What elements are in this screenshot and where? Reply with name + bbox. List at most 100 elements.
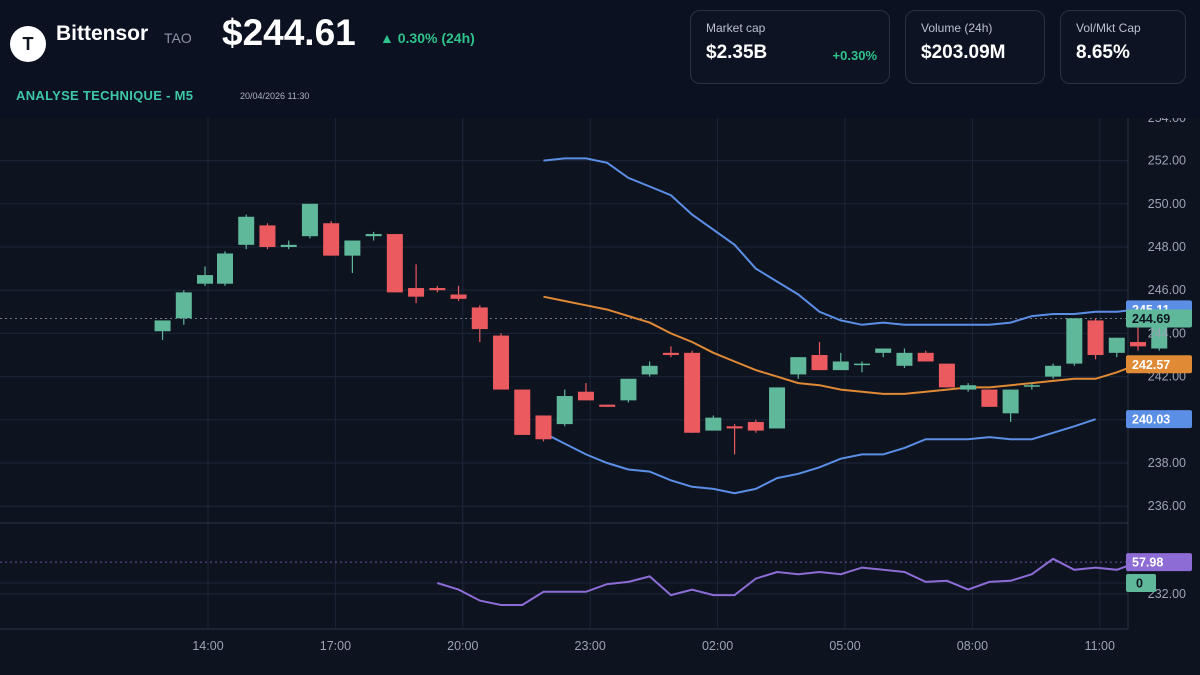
- candle-body: [811, 355, 828, 371]
- tag-text: 57.98: [1132, 556, 1163, 570]
- x-tick-label: 17:00: [320, 639, 351, 653]
- candle-body: [1130, 342, 1147, 347]
- section-label: ANALYSE TECHNIQUE - M5: [16, 88, 194, 103]
- candle-body: [429, 288, 446, 291]
- candle-body: [726, 426, 743, 429]
- y-tick-label: 244.00: [1148, 326, 1186, 340]
- candle-body: [620, 378, 637, 401]
- chart-background: [0, 118, 1200, 675]
- x-tick-label: 11:00: [1085, 639, 1115, 653]
- timestamp: 20/04/2026 11:30: [240, 91, 310, 101]
- x-tick-label: 20:00: [447, 639, 478, 653]
- zero-tag: 0: [1126, 574, 1156, 592]
- candle-body: [853, 363, 870, 366]
- price-change: ▲ 0.30% (24h): [380, 30, 475, 46]
- current-price: $244.61: [222, 12, 356, 53]
- stat-value: $203.09M: [921, 42, 1006, 63]
- rsi-value-tag: 57.98: [1126, 553, 1192, 572]
- candle-body: [1045, 365, 1062, 377]
- y-tick-label: 252.00: [1148, 154, 1186, 168]
- y-tick-label: 232.00: [1148, 587, 1186, 601]
- tag-text: 242.57: [1132, 358, 1170, 372]
- rsi-indicator: [437, 557, 1139, 606]
- candle-body: [450, 294, 467, 299]
- candle-body: [875, 348, 892, 353]
- bb-upper-line: [543, 157, 1139, 326]
- candle-body: [705, 417, 722, 431]
- bb-lower-tag: 240.03: [1126, 410, 1192, 429]
- candle-body: [684, 352, 701, 433]
- candle-body: [535, 415, 552, 440]
- candle-body: [896, 352, 913, 366]
- coin-logo-icon: T: [10, 26, 46, 62]
- stat-value: $2.35B: [706, 42, 768, 63]
- tag-text: 244.69: [1132, 312, 1170, 326]
- candle-body: [301, 203, 318, 237]
- x-tick-label: 14:00: [192, 639, 223, 653]
- candle-body: [1023, 385, 1040, 387]
- tag-background: [1126, 309, 1192, 328]
- stat-card-vol-mkt-cap: Vol/Mkt Cap 8.65%: [1060, 10, 1186, 84]
- stat-value: 8.65%: [1076, 42, 1130, 63]
- candle-body: [197, 275, 214, 284]
- candle-body: [917, 352, 934, 362]
- candle-body: [493, 335, 510, 390]
- x-tick-label: 08:00: [957, 639, 988, 653]
- candle-body: [323, 223, 340, 256]
- x-tick-label: 23:00: [575, 639, 606, 653]
- price-chart[interactable]: 14:00 17:00 20:00 23:00 02:00 05:00 08:00 11:00…: [0, 118, 1200, 675]
- y-tick-label: 250.00: [1148, 197, 1186, 211]
- tag-background: [1126, 574, 1156, 592]
- rsi-line: [437, 557, 1139, 606]
- stat-delta: +0.30%: [832, 48, 877, 63]
- candle-body: [216, 253, 233, 284]
- y-tick-label: 248.00: [1148, 240, 1186, 254]
- candle-body: [471, 307, 488, 330]
- bb-middle-line: [543, 295, 1139, 395]
- stat-card-market-cap: Market cap $2.35B +0.30%: [690, 10, 890, 84]
- stat-label: Volume (24h): [921, 21, 993, 35]
- tag-text: 0: [1136, 577, 1143, 591]
- candle-body: [1066, 318, 1083, 364]
- y-tick-label: 246.00: [1148, 283, 1186, 297]
- y-tick-label: 236.00: [1148, 499, 1186, 513]
- tag-background: [1126, 355, 1192, 374]
- candle-body: [1108, 337, 1125, 353]
- stat-label: Market cap: [706, 21, 766, 35]
- axes: 14:00 17:00 20:00 23:00 02:00 05:00 08:00 11:00…: [192, 118, 1186, 653]
- tag-text: 240.03: [1132, 413, 1170, 427]
- candle-body: [747, 421, 764, 431]
- y-tick-label: 254.00: [1148, 118, 1186, 125]
- stat-label: Vol/Mkt Cap: [1076, 21, 1141, 35]
- candle-body: [408, 288, 425, 297]
- bb-lower-line: [543, 418, 1096, 495]
- candle-body: [599, 404, 616, 407]
- tag-background: [1126, 410, 1192, 429]
- candle-body: [832, 361, 849, 371]
- bb-middle-tag: 242.57: [1126, 355, 1192, 374]
- stat-card-volume: Volume (24h) $203.09M: [905, 10, 1045, 84]
- candle-body: [577, 391, 594, 401]
- bollinger-bands: [543, 157, 1139, 495]
- candle-body: [769, 387, 786, 429]
- tag-background: [1126, 553, 1192, 572]
- x-tick-label: 05:00: [829, 639, 860, 653]
- current-price-tag: 244.69: [1126, 309, 1192, 328]
- candle-body: [386, 234, 403, 293]
- candle-body: [641, 365, 658, 375]
- candle-body: [175, 292, 192, 319]
- x-tick-label: 02:00: [702, 639, 733, 653]
- logo-letter: T: [22, 33, 34, 54]
- candle-body: [981, 389, 998, 407]
- candle-body: [938, 363, 955, 388]
- candle-body: [1002, 389, 1019, 414]
- candle-body: [365, 234, 382, 237]
- coin-ticker: TAO: [164, 30, 192, 46]
- header: T Bittensor TAO $244.61 ▲ 0.30% (24h) AN…: [0, 0, 1200, 118]
- candle-body: [556, 396, 573, 425]
- candle-body: [154, 320, 171, 332]
- candle-body: [344, 240, 361, 256]
- candle-body: [960, 385, 977, 390]
- candle-body: [280, 244, 297, 247]
